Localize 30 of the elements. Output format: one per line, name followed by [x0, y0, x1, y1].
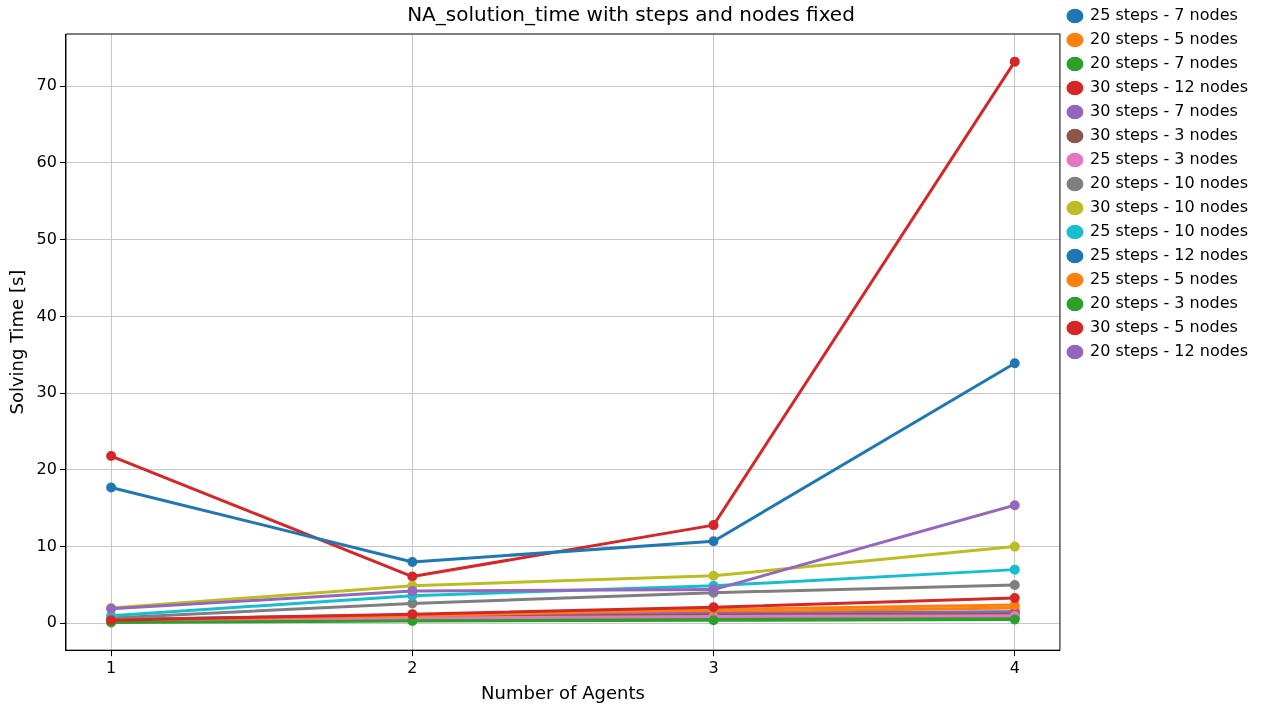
legend-label: 30 steps - 12 nodes [1089, 77, 1248, 97]
y-tick-label: 50 [36, 228, 57, 248]
legend-label: 20 steps - 7 nodes [1089, 53, 1238, 73]
x-tick-label: 3 [708, 657, 719, 677]
legend-label: 30 steps - 10 nodes [1089, 197, 1248, 217]
y-tick-label: 30 [36, 382, 57, 402]
legend-label: 20 steps - 10 nodes [1089, 173, 1248, 193]
legend-label: 30 steps - 3 nodes [1089, 125, 1238, 145]
legend-label: 20 steps - 3 nodes [1089, 293, 1238, 313]
x-axis-title: Number of Agents [481, 681, 645, 703]
legend-label: 25 steps - 10 nodes [1089, 221, 1248, 241]
y-tick-label: 70 [36, 75, 57, 95]
legend-label: 25 steps - 7 nodes [1089, 5, 1238, 25]
legend-label: 30 steps - 7 nodes [1089, 101, 1238, 121]
y-axis-title: Solving Time [s] [6, 269, 28, 415]
y-tick-label: 0 [46, 612, 57, 632]
legend-label: 20 steps - 5 nodes [1089, 29, 1238, 49]
x-tick-label: 1 [106, 657, 117, 677]
y-tick-label: 20 [36, 459, 57, 479]
x-tick-label: 2 [407, 657, 418, 677]
chart-title: NA_solution_time with steps and nodes fixed [407, 2, 855, 27]
y-tick-label: 60 [36, 152, 57, 172]
x-tick-label: 4 [1009, 657, 1020, 677]
legend-label: 20 steps - 12 nodes [1089, 341, 1248, 361]
y-tick-label: 40 [36, 305, 57, 325]
legend-label: 25 steps - 3 nodes [1089, 149, 1238, 169]
legend-label: 25 steps - 5 nodes [1089, 269, 1238, 289]
legend-label: 30 steps - 5 nodes [1089, 317, 1238, 337]
y-tick-label: 10 [36, 535, 57, 555]
legend-label: 25 steps - 12 nodes [1089, 245, 1248, 265]
